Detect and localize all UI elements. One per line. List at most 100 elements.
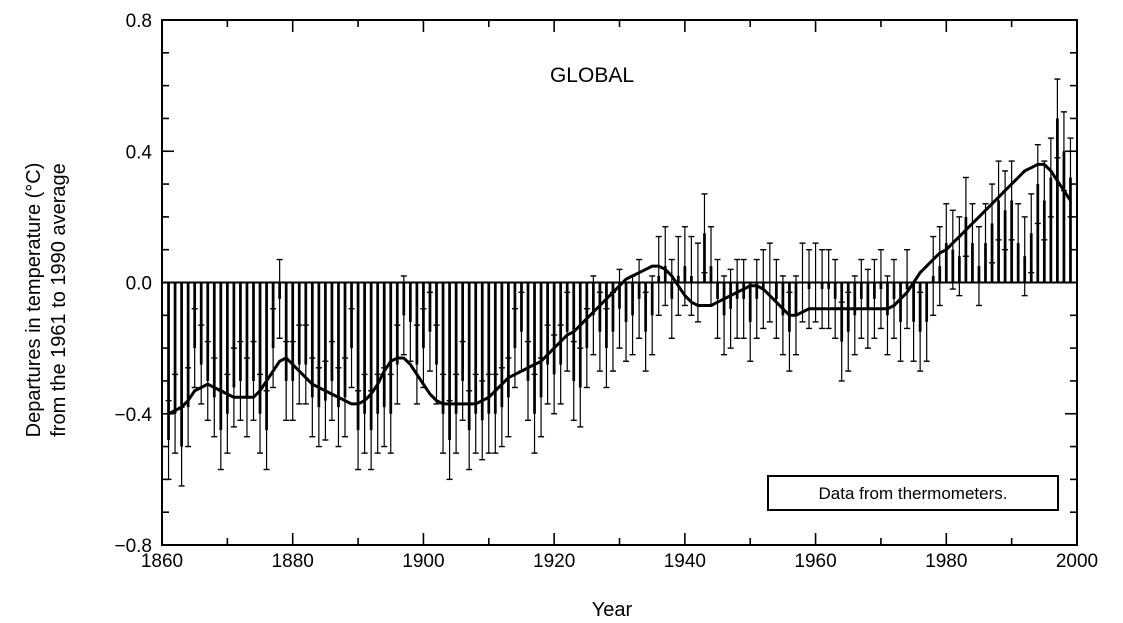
bar-1916 [526, 282, 530, 381]
error-bar-1863 [178, 406, 185, 487]
error-bar-1950 [747, 281, 754, 362]
x-tick-labels: 1860 1880 1900 1920 1940 1960 1980 2000 [141, 551, 1098, 572]
bar-1903 [441, 282, 445, 414]
error-bar-1908 [472, 373, 479, 454]
error-bar-1939 [675, 235, 682, 317]
error-bar-1943 [701, 193, 708, 274]
error-bar-1884 [315, 367, 322, 448]
bar-1909 [480, 282, 484, 421]
error-bar-1937 [662, 226, 669, 307]
bar-1863 [180, 282, 183, 447]
error-bar-1983 [962, 176, 969, 257]
error-bar-1978 [930, 235, 937, 317]
y-tick-label-0.8: 0.8 [126, 11, 152, 32]
error-bar-1994 [1034, 143, 1041, 225]
error-bar-1921 [557, 324, 564, 405]
x-tick-label-1960: 1960 [794, 551, 836, 572]
bar-1866 [199, 282, 203, 365]
error-bar-1875 [257, 373, 264, 454]
error-bar-1915 [518, 291, 525, 372]
error-bar-1948 [734, 258, 741, 339]
error-bar-1862 [172, 373, 179, 454]
bar-1890 [356, 282, 360, 431]
error-bar-1916 [525, 340, 531, 422]
error-bar-1989 [1002, 170, 1009, 251]
error-bar-1904 [446, 399, 453, 481]
error-bar-1947 [727, 268, 734, 349]
error-bar-1944 [708, 226, 714, 307]
error-bar-1912 [498, 367, 505, 448]
error-bar-1980 [943, 203, 950, 284]
error-bar-1938 [668, 258, 675, 339]
x-tick-label-2000: 2000 [1056, 551, 1098, 572]
error-bar-1979 [936, 226, 943, 307]
error-bar-1903 [440, 373, 447, 454]
error-bar-1935 [649, 275, 656, 356]
bar-1902 [435, 282, 438, 365]
error-bar-1992 [1021, 216, 1028, 297]
error-bar-1976 [917, 291, 924, 372]
error-bar-1880 [289, 340, 296, 422]
error-bar-1951 [753, 258, 760, 339]
error-bar-1985 [975, 226, 982, 307]
bar-1887 [337, 282, 340, 408]
error-bar-1973 [897, 281, 904, 362]
error-bar-1885 [322, 360, 329, 441]
bar-1886 [330, 282, 334, 381]
annotation-frame [767, 475, 1059, 511]
error-bar-1972 [891, 258, 897, 339]
error-bar-1945 [714, 258, 721, 339]
bar-1864 [186, 282, 190, 408]
bar-1995 [1042, 200, 1046, 283]
bar-1913 [507, 282, 510, 398]
error-bar-1877 [270, 308, 277, 389]
error-bar-1898 [407, 281, 414, 362]
error-bar-1991 [1015, 203, 1022, 284]
error-bar-1913 [505, 357, 512, 438]
y-axis-title-line1: Departures in temperature (°C) [23, 163, 45, 438]
bar-1861 [167, 282, 170, 440]
error-bar-1872 [237, 340, 244, 422]
error-bar-1981 [949, 209, 956, 290]
bar-1994 [1036, 184, 1040, 283]
bar-1893 [376, 282, 380, 414]
error-bar-1982 [956, 216, 963, 297]
bar-1918 [539, 282, 543, 398]
error-bar-1954 [773, 258, 780, 339]
error-bar-1932 [629, 275, 636, 356]
bar-1908 [474, 282, 478, 414]
bar-1885 [324, 282, 327, 401]
bar-1896 [395, 282, 399, 365]
error-bar-1925 [583, 308, 590, 389]
error-bar-1870 [224, 373, 231, 454]
error-bar-1966 [851, 275, 858, 356]
error-bar-1919 [544, 324, 551, 405]
y-tick-label--0.8: −0.8 [114, 536, 152, 557]
bar-1988 [997, 200, 1000, 283]
bar-1894 [382, 282, 386, 408]
bar-1921 [559, 282, 563, 365]
bar-1882 [304, 282, 308, 365]
error-bar-1930 [616, 268, 623, 349]
bar-1867 [206, 282, 210, 381]
bar-1879 [284, 282, 288, 381]
error-bar-1942 [694, 242, 701, 323]
error-bar-1917 [531, 373, 538, 454]
error-bar-1984 [969, 203, 976, 284]
error-bar-1990 [1008, 160, 1015, 241]
x-tick-label-1940: 1940 [664, 551, 706, 572]
bar-1862 [173, 282, 177, 414]
error-bar-1958 [799, 242, 806, 323]
error-bar-1963 [832, 258, 839, 339]
bar-1912 [500, 282, 504, 408]
error-bar-1867 [204, 340, 211, 422]
error-bar-1878 [276, 258, 283, 339]
annotation-text: Data from thermometers. [819, 484, 1008, 503]
error-bar-1993 [1028, 193, 1035, 274]
x-tick-label-1900: 1900 [402, 551, 444, 572]
bar-1899 [415, 282, 419, 365]
error-bar-1987 [989, 183, 996, 264]
bar-1911 [493, 282, 497, 414]
error-bar-1936 [655, 235, 662, 317]
